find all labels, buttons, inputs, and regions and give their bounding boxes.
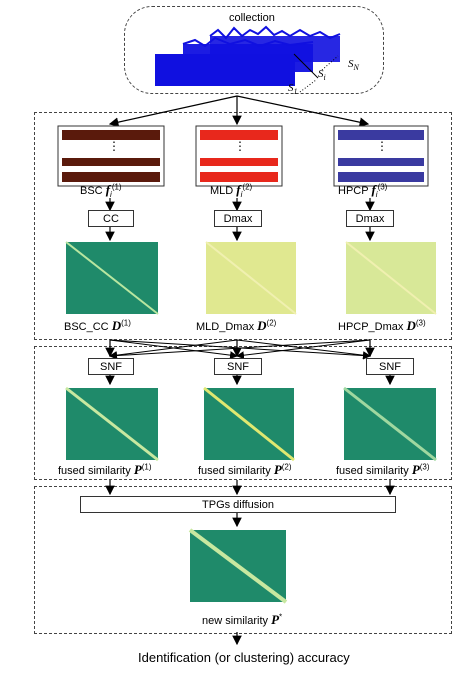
diffusion-stage-frame <box>34 486 452 634</box>
fused-matrix-1 <box>65 386 159 462</box>
fused-matrix-3 <box>343 386 437 462</box>
snf-box-1: SNF <box>88 358 134 375</box>
waveform-group <box>155 25 341 93</box>
bsc-cc-matrix <box>65 241 159 315</box>
new-similarity-label: new similarity P* <box>202 612 283 627</box>
dist-label-hpcp: HPCP_Dmax D(3) <box>338 318 426 333</box>
fused-label-3: fused similarity P(3) <box>336 462 430 477</box>
fused-matrix-2 <box>203 386 295 462</box>
svg-text:⋮: ⋮ <box>376 139 388 153</box>
song-label-last: SN <box>348 58 359 73</box>
song-label-middle: Si <box>318 68 326 83</box>
fused-label-2: fused similarity P(2) <box>198 462 292 477</box>
mld-dmax-matrix <box>205 241 297 315</box>
mld-feature-thumbnail: ⋮ <box>195 125 283 187</box>
snf-stage-frame <box>34 346 452 480</box>
feature-label-bsc: BSC fi(1) <box>80 182 122 200</box>
cc-box: CC <box>88 210 134 227</box>
fused-label-1: fused similarity P(1) <box>58 462 152 477</box>
collection-frame <box>124 6 384 94</box>
tpgs-diffusion-box: TPGs diffusion <box>80 496 396 513</box>
song-label-first: S1 <box>288 82 298 97</box>
snf-box-2: SNF <box>214 358 262 375</box>
bsc-feature-thumbnail: ⋮ <box>57 125 165 187</box>
hpcp-dmax-matrix <box>345 241 437 315</box>
feature-label-hpcp: HPCP fi(3) <box>338 182 388 200</box>
snf-box-3: SNF <box>366 358 414 375</box>
dmax-box-mld: Dmax <box>214 210 262 227</box>
dist-label-bsc: BSC_CC D(1) <box>64 318 131 333</box>
svg-text:⋮: ⋮ <box>234 139 246 153</box>
svg-text:⋮: ⋮ <box>108 139 120 153</box>
dmax-box-hpcp: Dmax <box>346 210 394 227</box>
output-label: Identification (or clustering) accuracy <box>138 650 350 665</box>
collection-title: collection <box>229 12 275 24</box>
dist-label-mld: MLD_Dmax D(2) <box>196 318 277 333</box>
new-similarity-matrix <box>188 528 288 604</box>
hpcp-feature-thumbnail: ⋮ <box>333 125 429 187</box>
feature-stage-frame <box>34 112 452 340</box>
feature-label-mld: MLD fi(2) <box>210 182 253 200</box>
